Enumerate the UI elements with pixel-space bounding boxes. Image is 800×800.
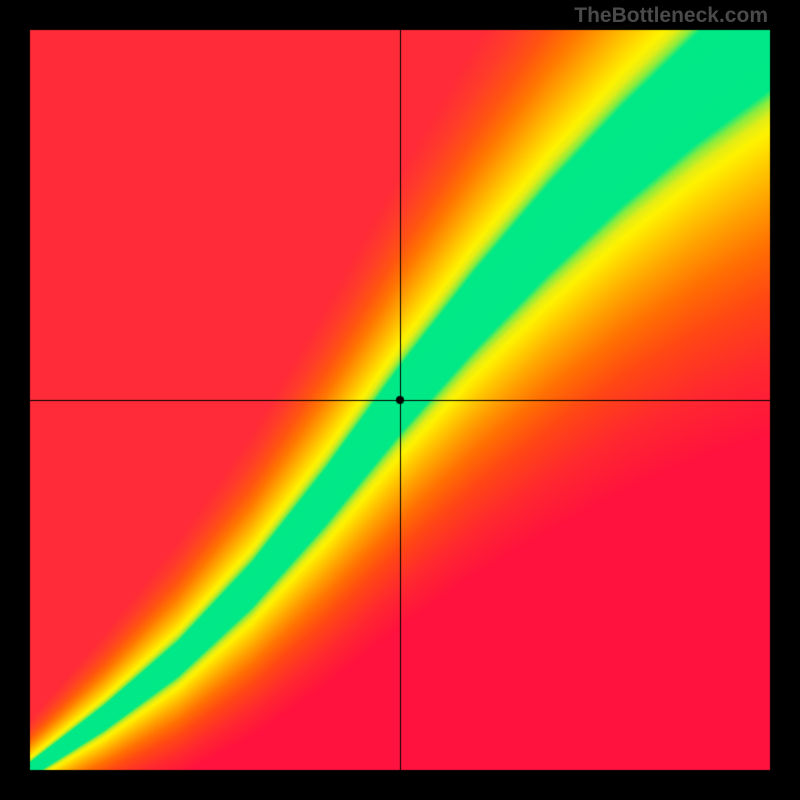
chart-container: TheBottleneck.com [0,0,800,800]
bottleneck-heatmap-canvas [0,0,800,800]
watermark-text: TheBottleneck.com [574,4,768,28]
